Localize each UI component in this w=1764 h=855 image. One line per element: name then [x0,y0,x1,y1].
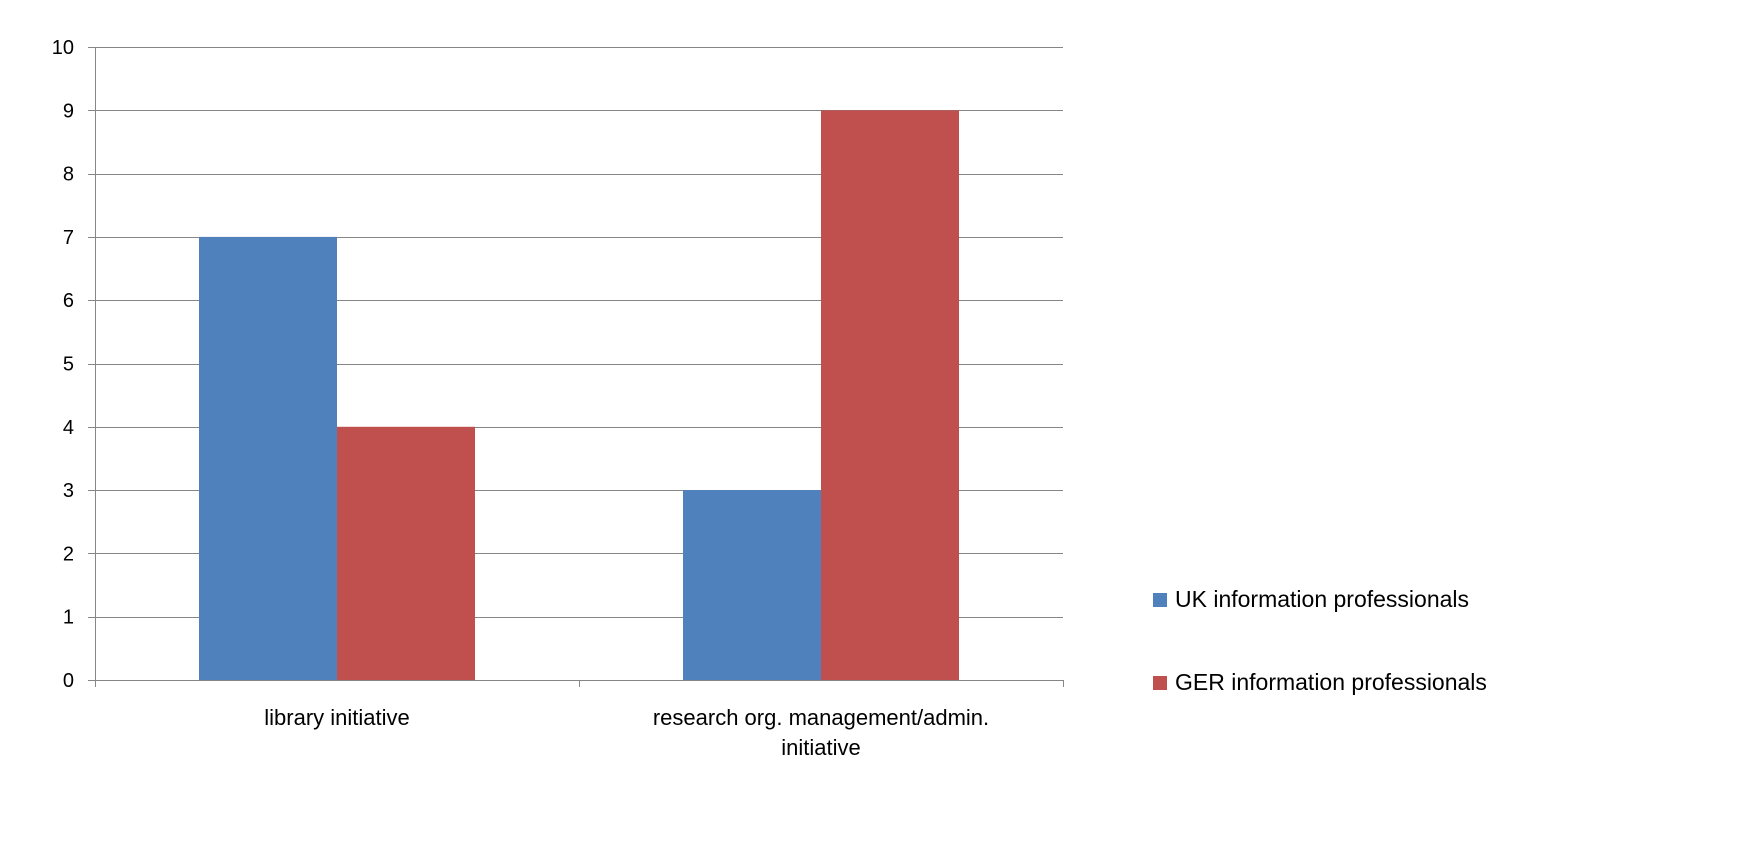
axes [88,47,1064,687]
x-tick-label-line: initiative [781,735,860,760]
legend-swatch [1153,676,1167,690]
bar-uk-1 [199,236,337,680]
legend-label: GER information professionals [1175,669,1487,695]
y-tick-label: 6 [63,290,74,312]
bar-ger-1 [337,426,475,680]
legend: UK information professionals GER informat… [1153,586,1487,695]
y-tick-label: 10 [52,37,74,59]
y-tick-label: 3 [63,480,74,502]
y-tick-label: 0 [63,670,74,692]
bar-uk-2 [683,490,821,680]
legend-swatch [1153,593,1167,607]
y-tick-label: 1 [63,607,74,629]
y-tick-label: 2 [63,543,74,565]
y-tick-label: 9 [63,100,74,122]
y-tick-label: 4 [63,417,74,439]
bar-ger-2 [821,110,959,681]
y-tick-label: 8 [63,164,74,186]
x-tick-label: research org. management/admin. initiativ… [653,705,989,760]
x-tick-label: library initiative [264,705,410,730]
y-tick-label: 7 [63,227,74,249]
bars [199,110,959,681]
y-tick-label: 5 [63,354,74,376]
labels: 0 1 2 3 4 5 6 7 8 9 10 library initiative research o… [52,37,989,760]
x-tick-label-line: research org. management/admin. [653,705,989,730]
legend-label: UK information professionals [1175,586,1469,612]
x-tick-label-line: library initiative [264,705,410,730]
